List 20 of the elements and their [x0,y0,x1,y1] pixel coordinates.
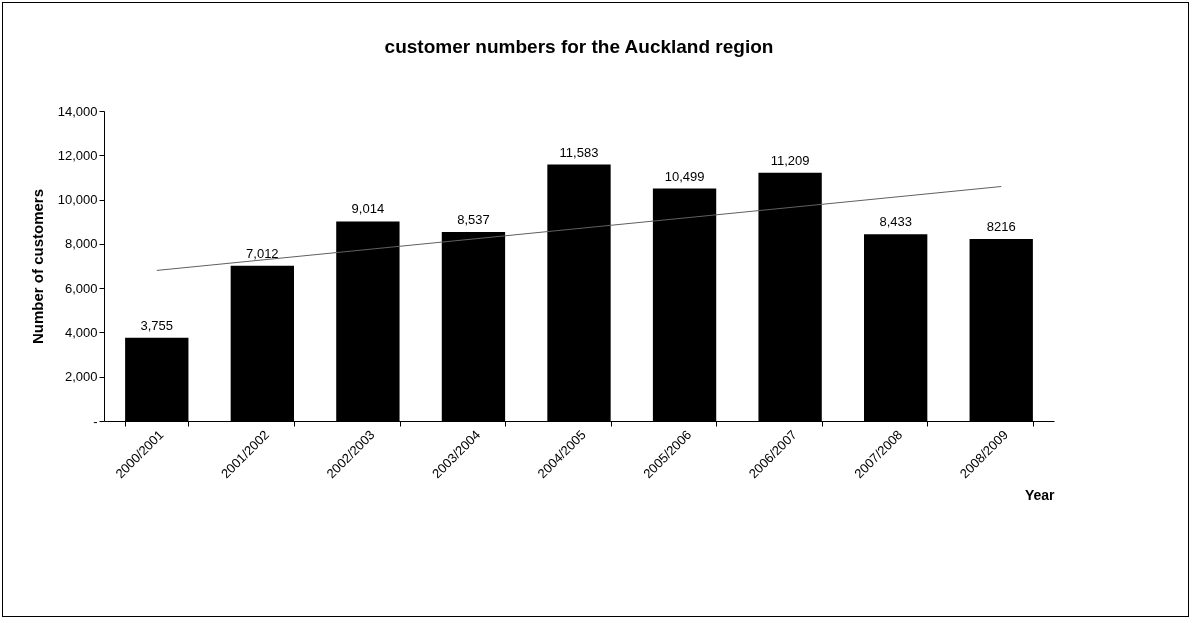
y-tick-label: 14,000 [57,103,98,119]
data-label: 8,537 [457,211,490,227]
data-label: 11,583 [559,144,599,160]
y-axis-title: Number of customers [28,188,46,345]
y-tick-label: 4,000 [64,324,98,340]
data-label: 3,755 [140,317,174,333]
data-label: 11,209 [770,152,810,168]
y-tick-label: 12,000 [57,147,98,163]
y-tick-label: 8,000 [64,236,98,252]
data-label: 10,499 [664,168,705,184]
y-tick-label: 10,000 [57,192,98,208]
y-tick-label: 6,000 [64,280,98,296]
data-label: 8,433 [879,214,912,230]
y-tick-label: 2,000 [64,369,98,385]
chart-title: customer numbers for the Auckland region [384,36,774,57]
x-axis-title: Year [1024,487,1056,504]
data-label: 7,012 [246,245,279,261]
y-tick-label: - [93,413,98,429]
data-label: 8216 [986,219,1016,235]
data-label: 9,014 [351,201,385,217]
